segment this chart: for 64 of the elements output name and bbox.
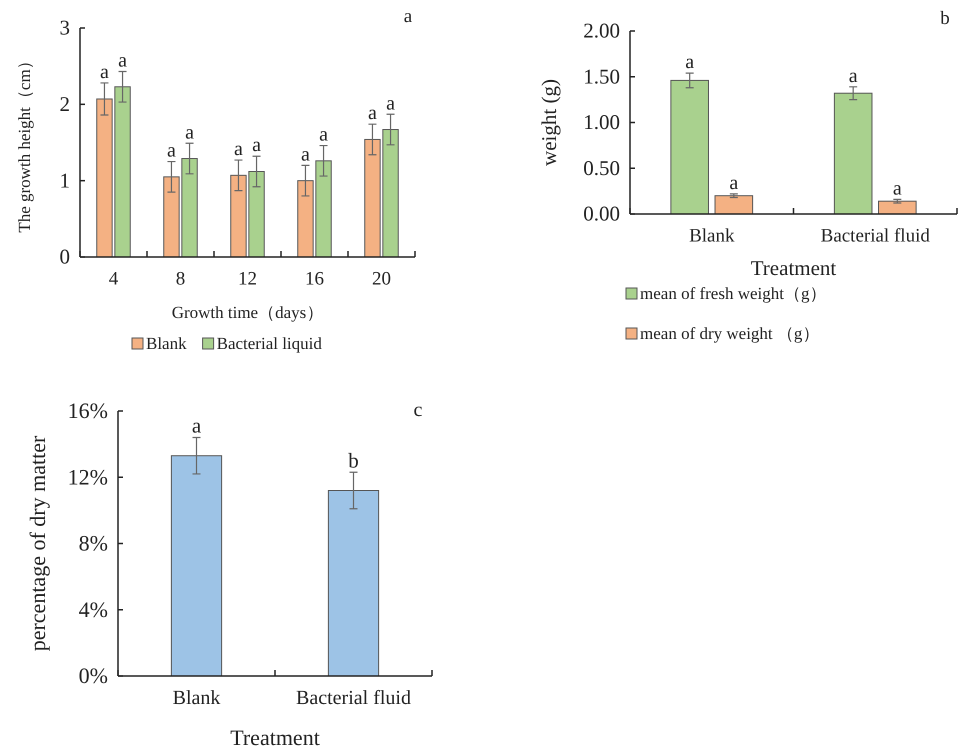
x-axis-title: Growth time（days） — [172, 303, 324, 322]
data-label: a — [386, 92, 396, 114]
x-tick-label: 4 — [108, 268, 119, 290]
data-label: a — [368, 102, 378, 124]
x-tick-label: Bacterial fluid — [820, 225, 930, 246]
x-axis-title: Treatment — [750, 256, 836, 280]
data-label: a — [729, 172, 738, 194]
x-tick-label: Bacterial fluid — [296, 687, 411, 710]
data-label: a — [848, 64, 858, 87]
data-label: a — [301, 143, 310, 166]
x-tick-label: 12 — [238, 268, 257, 290]
legend-label: mean of fresh weight（g） — [640, 284, 826, 303]
bar — [230, 174, 247, 258]
bar — [364, 138, 381, 258]
y-axis-title: The growth height（cm） — [15, 52, 34, 233]
y-tick-label: 0 — [60, 244, 70, 269]
legend-label: mean of dry weight （g） — [640, 324, 820, 343]
y-tick-label: 2 — [60, 92, 70, 116]
data-label: a — [167, 140, 176, 162]
x-tick-label: 16 — [305, 268, 324, 290]
y-tick-label: 8% — [78, 530, 108, 556]
y-tick-label: 2.00 — [583, 18, 620, 43]
x-tick-label: 8 — [176, 268, 186, 290]
chart-title: a — [404, 6, 413, 27]
bar — [834, 92, 872, 214]
y-axis-title: percentage of dry matter — [25, 435, 50, 652]
y-tick-label: 0.50 — [583, 156, 620, 180]
legend-label: Bacterial liquid — [216, 334, 322, 353]
x-tick-label: 20 — [372, 268, 391, 290]
bar — [315, 160, 332, 258]
data-label: a — [892, 177, 902, 200]
y-tick-label: 3 — [60, 16, 70, 40]
y-tick-label: 4% — [78, 596, 108, 622]
bar — [96, 98, 113, 258]
data-label: a — [100, 60, 110, 83]
data-label: a — [252, 134, 262, 156]
y-axis-title: weight (g) — [537, 79, 561, 166]
bar — [114, 86, 131, 258]
bar — [382, 129, 399, 258]
chart-title: c — [414, 399, 423, 421]
bar — [714, 195, 754, 214]
y-tick-label: 16% — [68, 398, 108, 424]
y-tick-label: 12% — [68, 464, 108, 490]
data-label: b — [348, 448, 359, 472]
chart-title: b — [940, 8, 950, 29]
y-tick-label: 1.00 — [583, 110, 620, 134]
bar — [670, 80, 709, 214]
data-label: a — [234, 138, 244, 160]
y-tick-label: 1 — [60, 168, 70, 192]
y-tick-label: 0% — [78, 663, 108, 688]
data-label: a — [185, 121, 194, 144]
bar — [297, 180, 314, 258]
bar — [163, 176, 180, 258]
bar — [878, 200, 917, 214]
legend-label: Blank — [146, 334, 188, 353]
x-axis-title: Treatment — [230, 725, 320, 750]
y-tick-label: 0.00 — [583, 202, 620, 226]
bar — [248, 171, 265, 258]
y-tick-label: 1.50 — [583, 64, 620, 88]
bar — [181, 158, 198, 258]
data-label: a — [685, 51, 694, 74]
data-label: a — [192, 414, 202, 438]
data-label: a — [319, 124, 328, 146]
data-label: a — [118, 50, 128, 72]
